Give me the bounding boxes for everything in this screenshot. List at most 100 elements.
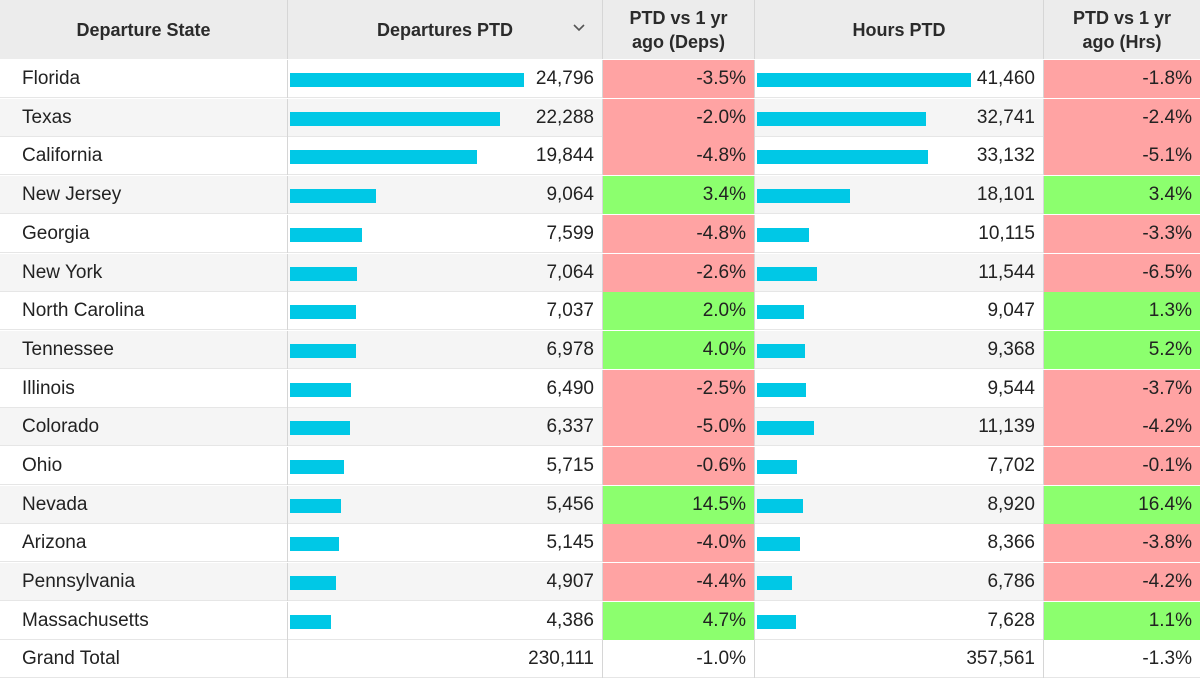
departures-value: 5,145 bbox=[546, 532, 594, 554]
departures-cell: 5,145 bbox=[288, 524, 603, 563]
hrs-change-value: -6.5% bbox=[1044, 253, 1200, 292]
table-row[interactable]: California 19,844 -4.8% 33,132 -5.1% bbox=[0, 137, 1200, 176]
departures-value: 7,037 bbox=[546, 300, 594, 322]
table-row[interactable]: Pennsylvania 4,907 -4.4% 6,786 -4.2% bbox=[0, 563, 1200, 602]
hours-value: 41,460 bbox=[976, 68, 1035, 89]
table-row[interactable]: Colorado 6,337 -5.0% 11,139 -4.2% bbox=[0, 408, 1200, 447]
hrs-change-value: 16.4% bbox=[1044, 485, 1200, 524]
table-row[interactable]: Illinois 6,490 -2.5% 9,544 -3.7% bbox=[0, 369, 1200, 408]
table-row[interactable]: New Jersey 9,064 3.4% 18,101 3.4% bbox=[0, 176, 1200, 215]
departures-cell: 6,337 bbox=[288, 408, 603, 447]
hours-cell: 7,628 bbox=[755, 601, 1044, 640]
hours-bar bbox=[757, 421, 815, 436]
hours-cell: 8,366 bbox=[755, 524, 1044, 563]
table-row[interactable]: Georgia 7,599 -4.8% 10,115 -3.3% bbox=[0, 214, 1200, 253]
hours-cell: 6,786 bbox=[755, 563, 1044, 602]
hours-value: 9,544 bbox=[987, 377, 1035, 399]
hours-bar bbox=[757, 382, 807, 397]
hours-value: 8,920 bbox=[987, 493, 1035, 515]
hours-bar bbox=[757, 150, 928, 165]
hours-bar bbox=[757, 614, 797, 629]
grand-total-hours: 357,561 bbox=[966, 648, 1035, 669]
dep-change-value: -5.0% bbox=[603, 408, 755, 447]
departures-value: 5,715 bbox=[546, 455, 594, 476]
table-row[interactable]: Ohio 5,715 -0.6% 7,702 -0.1% bbox=[0, 447, 1200, 485]
hours-bar bbox=[757, 266, 817, 281]
departures-cell: 22,288 bbox=[288, 98, 603, 137]
table-row[interactable]: Massachusetts 4,386 4.7% 7,628 1.1% bbox=[0, 601, 1200, 640]
dep-change-value: 4.7% bbox=[603, 601, 755, 640]
dep-change-value: -2.6% bbox=[603, 253, 755, 292]
departures-bar bbox=[290, 266, 357, 281]
header-dep-change[interactable]: PTD vs 1 yr ago (Deps) bbox=[603, 0, 755, 59]
hours-bar bbox=[757, 498, 804, 513]
header-departure-state[interactable]: Departure State bbox=[0, 0, 288, 59]
hrs-change-value: -3.7% bbox=[1044, 369, 1200, 408]
dep-change-value: 4.0% bbox=[603, 330, 755, 369]
hours-cell: 10,115 bbox=[755, 214, 1044, 253]
departures-bar bbox=[290, 343, 356, 358]
table-row[interactable]: Arizona 5,145 -4.0% 8,366 -3.8% bbox=[0, 524, 1200, 563]
grand-total-hrs-change: -1.3% bbox=[1142, 648, 1192, 669]
departures-value: 4,386 bbox=[546, 609, 594, 631]
hours-value: 7,628 bbox=[987, 609, 1035, 631]
header-hours-ptd[interactable]: Hours PTD bbox=[755, 0, 1044, 59]
header-hours-ptd-label: Hours PTD bbox=[852, 19, 946, 40]
state-name: California bbox=[0, 137, 288, 176]
hrs-change-value: -2.4% bbox=[1044, 98, 1200, 137]
departures-value: 7,064 bbox=[546, 261, 594, 283]
hours-cell: 32,741 bbox=[755, 98, 1044, 137]
hours-value: 11,544 bbox=[978, 261, 1035, 283]
state-name: Colorado bbox=[0, 408, 288, 447]
departures-value: 7,599 bbox=[546, 222, 594, 244]
departures-cell: 6,490 bbox=[288, 369, 603, 408]
departures-bar bbox=[290, 537, 339, 552]
table-row[interactable]: Florida 24,796 -3.5% 41,460 -1.8% bbox=[0, 60, 1200, 98]
departures-cell: 24,796 bbox=[288, 60, 603, 98]
header-hrs-change[interactable]: PTD vs 1 yr ago (Hrs) bbox=[1044, 0, 1200, 59]
hours-value: 18,101 bbox=[976, 184, 1035, 206]
departures-cell: 5,456 bbox=[288, 485, 603, 524]
departures-cell: 6,978 bbox=[288, 330, 603, 369]
table-row[interactable]: New York 7,064 -2.6% 11,544 -6.5% bbox=[0, 253, 1200, 292]
departures-value: 6,337 bbox=[546, 416, 594, 438]
hours-bar bbox=[757, 576, 793, 591]
state-name: New York bbox=[0, 253, 288, 292]
departures-cell: 5,715 bbox=[288, 447, 603, 485]
header-dep-change-line2: ago (Deps) bbox=[631, 31, 725, 52]
hours-bar bbox=[757, 73, 971, 87]
dep-change-value: -4.0% bbox=[603, 524, 755, 563]
departures-bar bbox=[290, 614, 332, 629]
table-row[interactable]: Texas 22,288 -2.0% 32,741 -2.4% bbox=[0, 98, 1200, 137]
state-name: Georgia bbox=[0, 214, 288, 253]
state-name: New Jersey bbox=[0, 176, 288, 215]
state-name: North Carolina bbox=[0, 292, 288, 331]
dep-change-value: -4.8% bbox=[603, 137, 755, 176]
hours-value: 9,368 bbox=[987, 338, 1035, 360]
departures-value: 22,288 bbox=[535, 106, 594, 128]
hrs-change-value: 1.3% bbox=[1044, 292, 1200, 331]
state-name: Arizona bbox=[0, 524, 288, 563]
hrs-change-value: -3.3% bbox=[1044, 214, 1200, 253]
departures-cell: 4,386 bbox=[288, 601, 603, 640]
state-name: Ohio bbox=[0, 447, 288, 485]
hrs-change-value: 5.2% bbox=[1044, 330, 1200, 369]
grand-total-departures: 230,111 bbox=[528, 648, 594, 669]
hours-cell: 33,132 bbox=[755, 137, 1044, 176]
departures-bar bbox=[290, 421, 350, 436]
table-row[interactable]: Tennessee 6,978 4.0% 9,368 5.2% bbox=[0, 330, 1200, 369]
hours-cell: 9,544 bbox=[755, 369, 1044, 408]
dep-change-value: 2.0% bbox=[603, 292, 755, 331]
table-row[interactable]: North Carolina 7,037 2.0% 9,047 1.3% bbox=[0, 292, 1200, 331]
hours-cell: 11,544 bbox=[755, 253, 1044, 292]
dep-change-value: -4.4% bbox=[603, 563, 755, 602]
dep-change-value: -3.5% bbox=[603, 60, 755, 98]
grand-total-row: Grand Total 230,111 -1.0% 357,561 -1.3% bbox=[0, 640, 1200, 678]
header-departures-ptd[interactable]: Departures PTD bbox=[288, 0, 603, 59]
table-row[interactable]: Nevada 5,456 14.5% 8,920 16.4% bbox=[0, 485, 1200, 524]
departures-value: 6,490 bbox=[546, 377, 594, 399]
chevron-down-icon[interactable] bbox=[572, 20, 586, 34]
hours-bar bbox=[757, 111, 926, 126]
departures-cell: 9,064 bbox=[288, 176, 603, 215]
departures-cell: 7,599 bbox=[288, 214, 603, 253]
